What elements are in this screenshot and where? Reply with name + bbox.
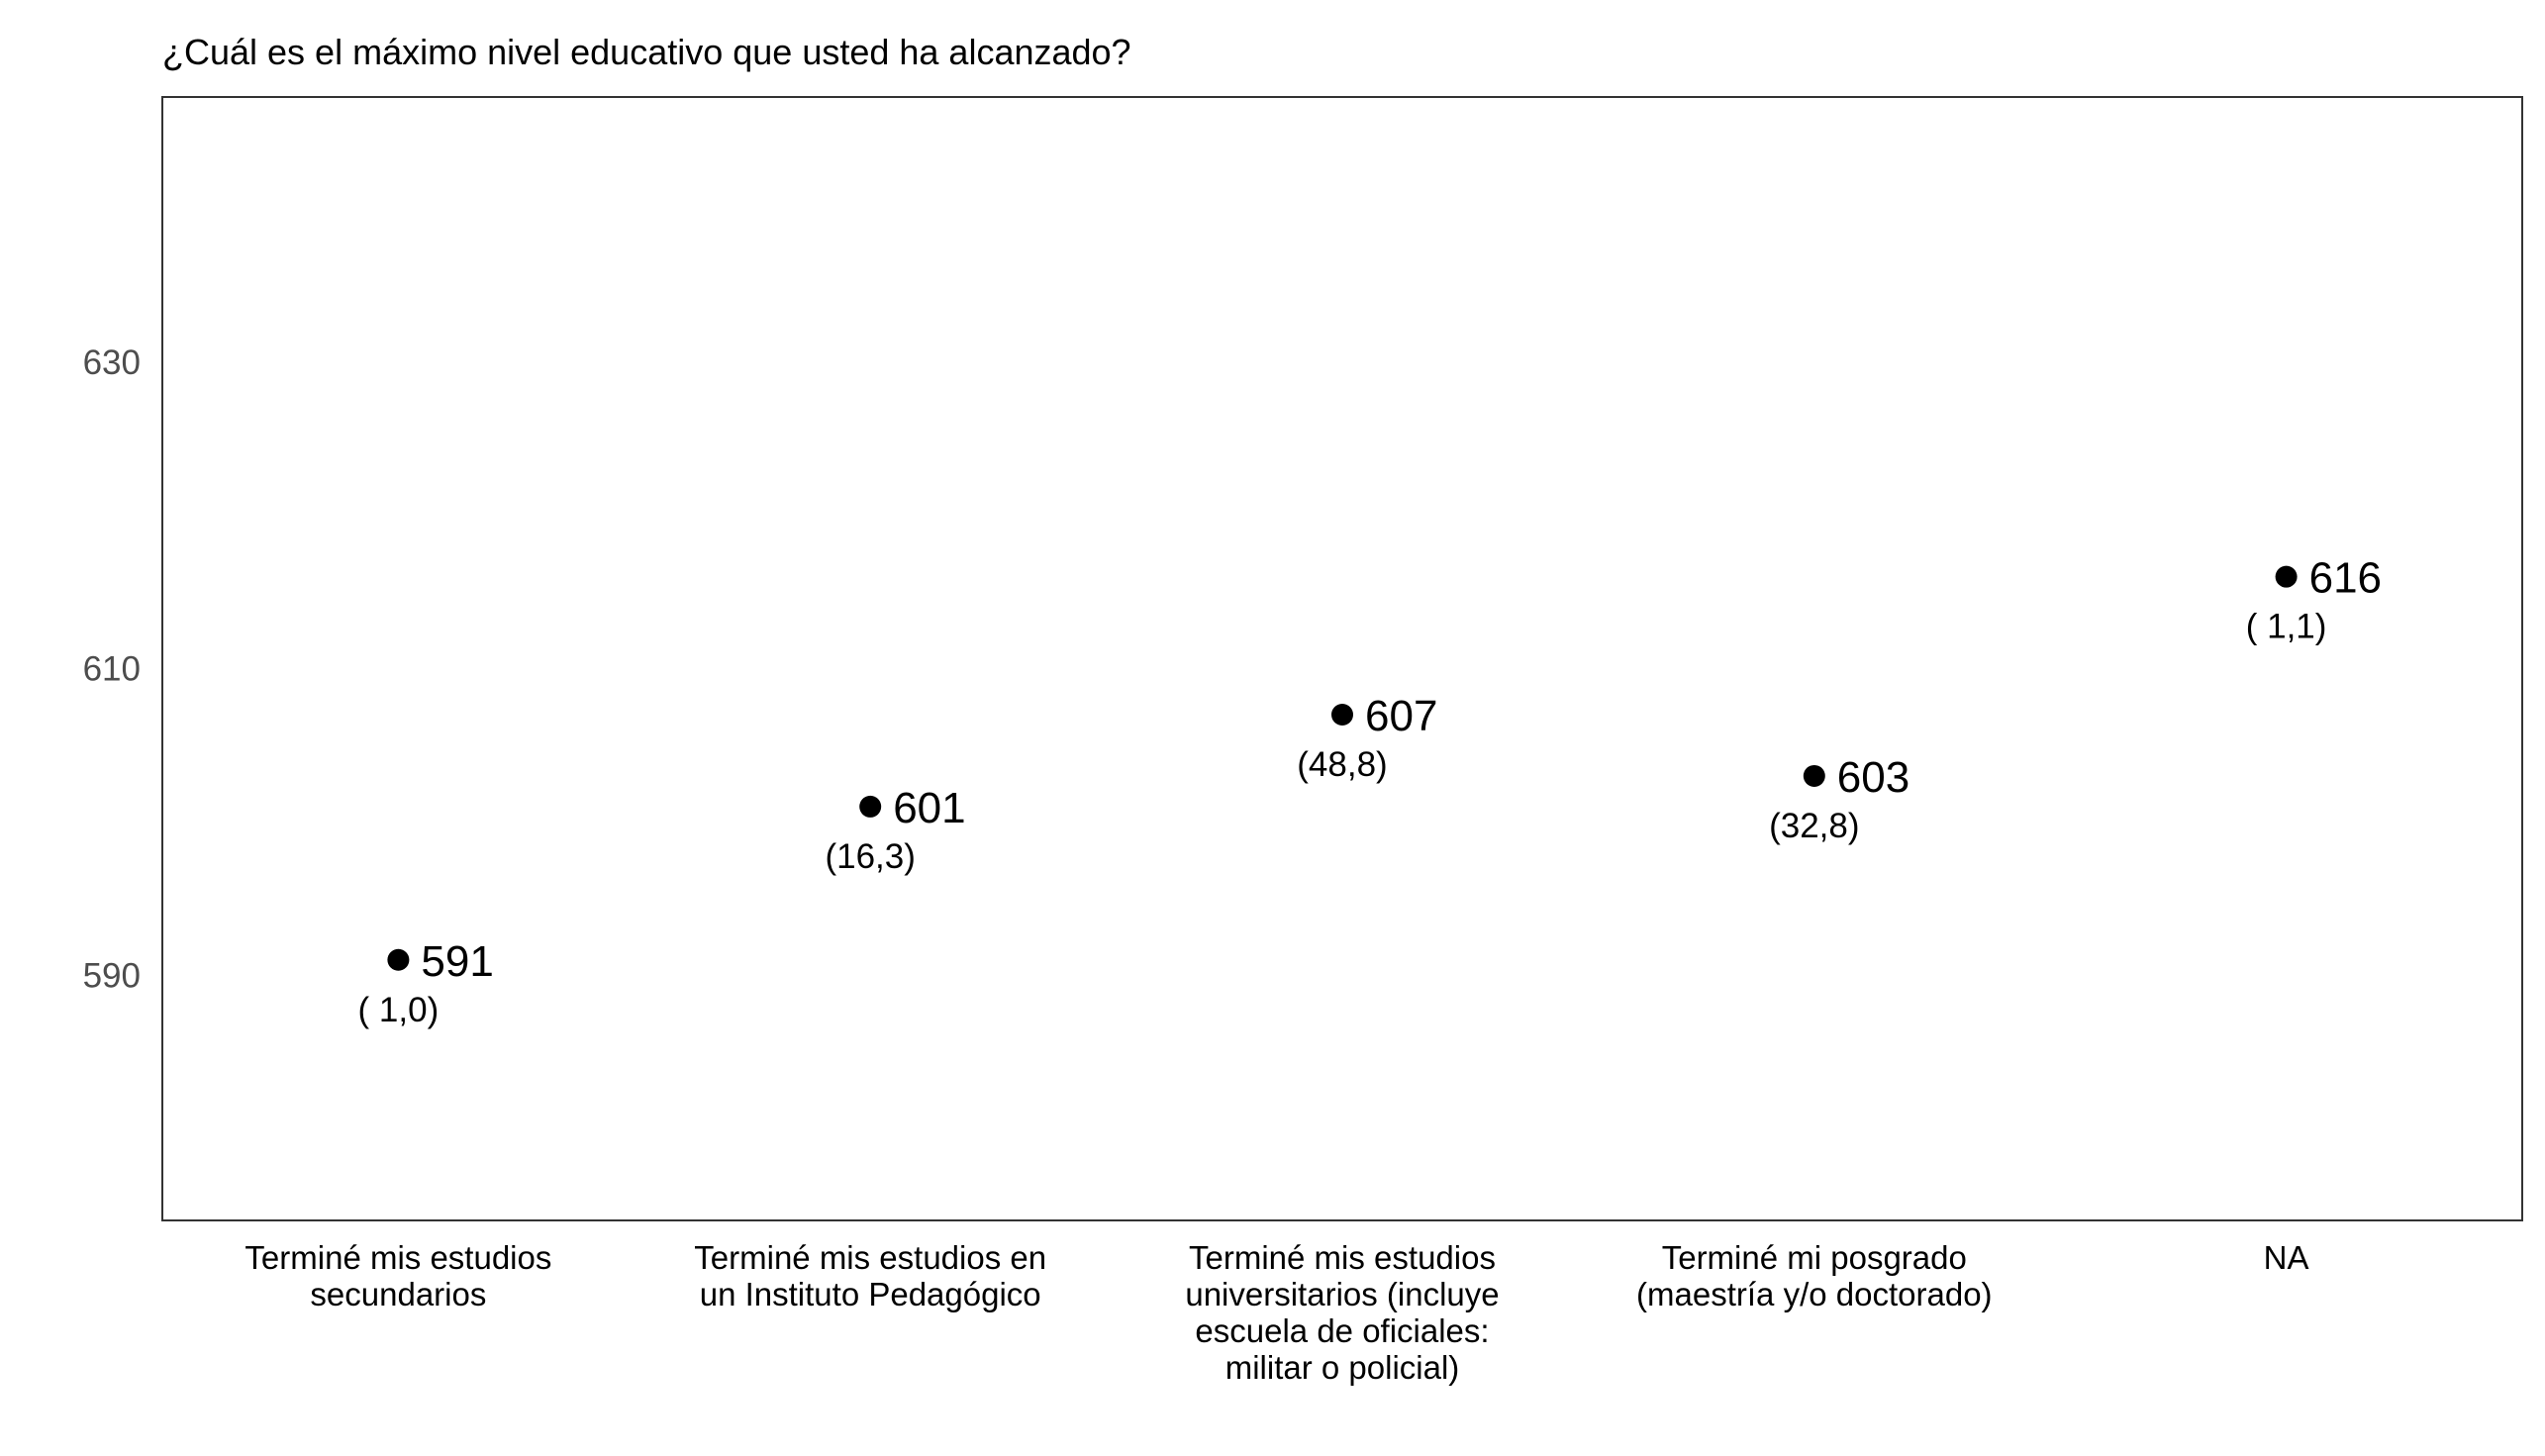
- data-value-label: 607: [1365, 692, 1437, 740]
- x-tick-label-line: Terminé mis estudios en: [694, 1239, 1046, 1276]
- data-value-label: 601: [893, 784, 965, 832]
- chart-title: ¿Cuál es el máximo nivel educativo que u…: [162, 32, 1131, 72]
- data-point: [2275, 565, 2298, 588]
- data-percent-label: ( 1,0): [358, 991, 440, 1029]
- data-point: [859, 795, 882, 818]
- data-points: 591 ( 1,0) 601 (16,3) 607 (48,8) 603 (32,8) 616 (…: [358, 554, 2382, 1029]
- x-tick-label-line: un Instituto Pedagógico: [700, 1276, 1041, 1312]
- data-percent-label: (16,3): [825, 837, 915, 876]
- data-point: [1803, 764, 1825, 787]
- x-tick-label-line: Terminé mi posgrado: [1662, 1239, 1967, 1276]
- data-percent-label: ( 1,1): [2246, 608, 2327, 646]
- data-value-label: 603: [1837, 753, 1909, 802]
- x-tick-label-line: escuela de oficiales:: [1195, 1312, 1489, 1349]
- plot-frame: [161, 96, 2523, 1221]
- y-tick-label: 630: [83, 343, 141, 382]
- x-tick-label: Terminé mis estudios en un Instituto Peda…: [694, 1239, 1046, 1312]
- data-point: [387, 948, 410, 971]
- y-tick-label: 590: [83, 956, 141, 995]
- data-percent-label: (48,8): [1297, 745, 1387, 784]
- data-point: [1331, 704, 1353, 727]
- y-axis: 590 610 630: [83, 343, 141, 995]
- data-value-label: 591: [421, 937, 493, 986]
- x-tick-label: Terminé mi posgrado (maestría y/o doctora…: [1636, 1239, 1993, 1312]
- x-tick-label: NA: [2264, 1239, 2309, 1276]
- data-value-label: 616: [2309, 554, 2382, 603]
- data-percent-label: (32,8): [1769, 807, 1859, 845]
- y-tick-label: 610: [83, 650, 141, 689]
- x-tick-label-line: (maestría y/o doctorado): [1636, 1276, 1993, 1312]
- x-tick-label-line: secundarios: [310, 1276, 486, 1312]
- x-tick-label-line: universitarios (incluye: [1185, 1276, 1499, 1312]
- x-tick-label: Terminé mis estudios universitarios (incl…: [1185, 1239, 1499, 1386]
- x-tick-label: Terminé mis estudios secundarios: [245, 1239, 551, 1312]
- x-tick-label-line: militar o policial): [1225, 1349, 1460, 1386]
- x-tick-label-line: Terminé mis estudios: [1189, 1239, 1496, 1276]
- x-tick-label-line: NA: [2264, 1239, 2309, 1276]
- x-tick-label-line: Terminé mis estudios: [245, 1239, 551, 1276]
